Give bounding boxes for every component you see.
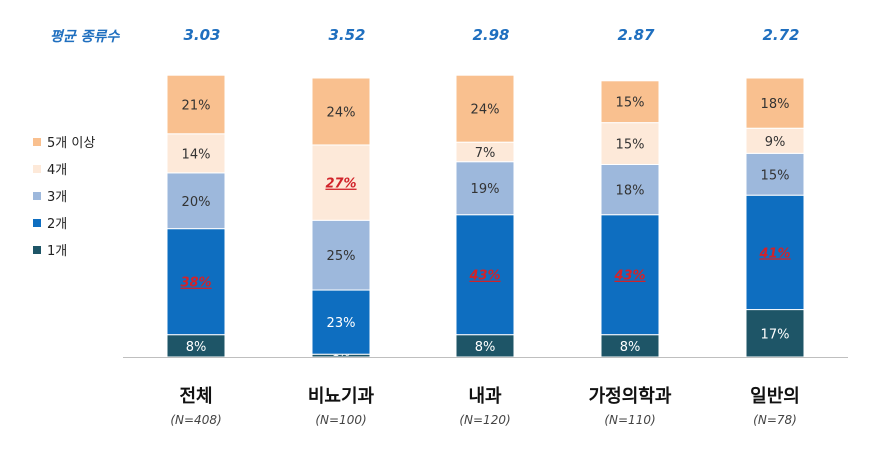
sample-size-label: (N=110): [604, 413, 656, 427]
bar-segment: [455, 214, 515, 336]
data-label: 23%: [327, 316, 356, 331]
bar-segment: [311, 144, 371, 221]
legend-label: 2개: [47, 217, 68, 232]
legend-label: 1개: [47, 244, 68, 259]
legend-swatch: [33, 218, 41, 227]
legend-item-1: 1개: [33, 236, 95, 263]
legend: 5개 이상 4개 3개 2개 1개: [33, 128, 95, 263]
bar-segment: [311, 77, 371, 146]
data-label: 20%: [182, 195, 211, 210]
data-label: 15%: [616, 138, 645, 153]
data-label: 9%: [765, 135, 786, 150]
legend-swatch: [33, 191, 41, 200]
data-label: 14%: [182, 147, 211, 162]
average-value: 2.87: [617, 26, 655, 44]
legend-swatch: [33, 245, 41, 254]
bar-segment: [600, 163, 660, 216]
data-label: 8%: [186, 340, 207, 355]
legend-item-5plus: 5개 이상: [33, 128, 95, 155]
sample-size-label: (N=78): [753, 413, 797, 427]
bar-segment: [455, 74, 515, 143]
category-label: 내과: [468, 386, 502, 407]
data-label: 15%: [616, 96, 645, 111]
data-label: 38%: [180, 276, 211, 291]
legend-label: 5개 이상: [47, 136, 96, 151]
average-value: 3.03: [183, 26, 221, 44]
legend-item-4: 4개: [33, 155, 95, 182]
data-label: 25%: [327, 249, 356, 264]
average-count-title: 평균 종류수: [50, 29, 120, 45]
average-value: 2.98: [472, 26, 510, 44]
bar-segment: [455, 161, 515, 216]
data-label: 43%: [468, 269, 500, 284]
bar-segment: [745, 309, 805, 358]
bar-segment: [166, 133, 226, 174]
data-label: 27%: [325, 177, 356, 192]
data-label: 18%: [761, 97, 790, 112]
data-label: 8%: [620, 340, 641, 355]
average-value: 3.52: [328, 26, 366, 44]
bar-segment: [311, 289, 371, 355]
data-label: 18%: [616, 184, 645, 199]
legend-item-2: 2개: [33, 209, 95, 236]
legend-swatch: [33, 137, 41, 146]
data-label: 15%: [761, 168, 790, 183]
bar-segment: [745, 194, 805, 311]
data-label: 19%: [471, 182, 500, 197]
sample-size-label: (N=408): [170, 413, 222, 427]
sample-size-label: (N=100): [315, 413, 367, 427]
data-label: 41%: [758, 246, 790, 261]
legend-label: 4개: [47, 163, 68, 178]
bar-segment: [600, 122, 660, 165]
bar-segment: [600, 80, 660, 124]
category-label: 비뇨기과: [307, 386, 375, 407]
legend-label: 3개: [47, 190, 68, 205]
data-label: 43%: [613, 269, 645, 284]
category-label: 전체: [179, 386, 213, 407]
data-label: 24%: [471, 103, 500, 118]
category-label: 가정의학과: [588, 386, 672, 407]
bar-segment: [166, 74, 226, 135]
bar-segment: [166, 228, 226, 336]
bar-segment: [166, 172, 226, 230]
average-value: 2.72: [762, 26, 800, 44]
data-label: 8%: [475, 340, 496, 355]
legend-swatch: [33, 164, 41, 173]
legend-item-3: 3개: [33, 182, 95, 209]
category-label: 일반의: [750, 386, 800, 407]
data-label: 7%: [475, 146, 496, 161]
bar-segment: [745, 77, 805, 129]
sample-size-label: (N=120): [459, 413, 511, 427]
data-label: 21%: [182, 99, 211, 114]
bar-segment: [745, 152, 805, 196]
bar-segment: [311, 219, 371, 291]
data-label: 24%: [327, 105, 356, 120]
data-label: 17%: [761, 327, 790, 342]
